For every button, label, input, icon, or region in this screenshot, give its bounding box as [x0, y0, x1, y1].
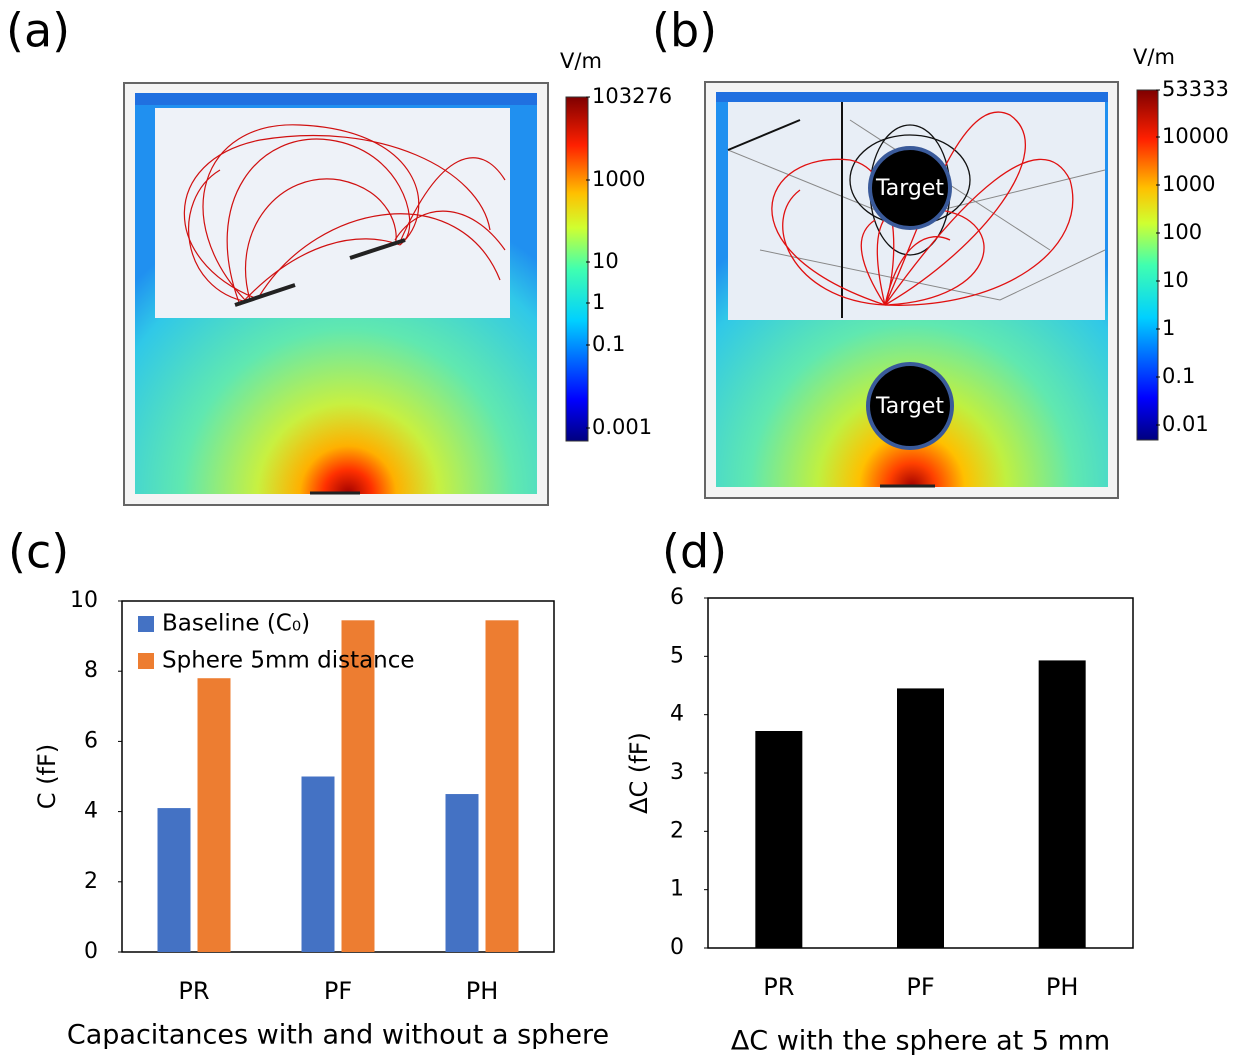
x-tick-label: PR: [763, 973, 794, 1001]
simulation-b: [705, 82, 1118, 498]
y-tick-label: 4: [84, 799, 98, 824]
colorbar-tick-label: 100: [1162, 220, 1202, 244]
legend-swatch: [138, 616, 154, 632]
x-axis-title: ΔC with the sphere at 5 mm: [731, 1026, 1110, 1057]
y-tick-label: 2: [84, 869, 98, 894]
bar: [302, 777, 335, 953]
x-axis-title: Capacitances with and without a sphere: [67, 1020, 609, 1051]
colorbar-tick-label: 0.1: [1162, 364, 1195, 388]
y-tick-label: 4: [670, 702, 684, 727]
colorbar-tick-label: 53333: [1162, 77, 1229, 101]
colorbar-tick-label: 1000: [1162, 172, 1215, 196]
figure: (a) V/m 10327610001010.10.001 (b): [0, 0, 1241, 1059]
y-tick-label: 8: [84, 658, 98, 683]
colorbar-unit: V/m: [1133, 45, 1175, 69]
y-tick-label: 1: [670, 877, 684, 902]
colorbar-tick-label: 1000: [592, 167, 645, 191]
colorbar: [1137, 90, 1158, 440]
y-axis-title: C (fF): [33, 744, 61, 809]
colorbar-tick-label: 0.001: [592, 415, 652, 439]
panel-label: (a): [6, 4, 70, 58]
panel-label: (c): [8, 525, 69, 579]
legend-swatch: [138, 653, 154, 669]
panel-label: (b): [652, 4, 717, 58]
target-label: Target: [875, 394, 944, 419]
x-tick-label: PF: [906, 973, 934, 1001]
bar: [1039, 660, 1086, 948]
bar: [486, 620, 519, 952]
colorbar-tick-label: 0.01: [1162, 412, 1209, 436]
colorbar-tick-label: 10: [1162, 268, 1189, 292]
y-tick-label: 6: [84, 728, 98, 753]
bar: [755, 731, 802, 948]
bar: [897, 688, 944, 948]
colorbar-tick-label: 1: [1162, 316, 1175, 340]
colorbar-tick-label: 103276: [592, 84, 672, 108]
y-tick-label: 0: [670, 935, 684, 960]
panel-label: (d): [662, 525, 727, 579]
y-tick-label: 5: [670, 643, 684, 668]
colorbar-tick-label: 0.1: [592, 332, 625, 356]
x-tick-label: PF: [324, 977, 352, 1005]
bar: [198, 678, 231, 952]
colorbar-ticks: 103276 1000 10 1 0.1 0.001: [586, 84, 672, 439]
x-tick-label: PH: [466, 977, 499, 1005]
colorbar-unit: V/m: [560, 49, 602, 73]
colorbar-tick-label: 10: [592, 249, 619, 273]
colorbar-tick-label: 10000: [1162, 124, 1229, 148]
colorbar: [566, 97, 588, 441]
colorbar-ticks: 53333 10000 1000 100 10 1 0.1 0.01: [1156, 77, 1229, 436]
y-tick-label: 10: [70, 588, 98, 613]
bar: [446, 794, 479, 952]
y-tick-label: 2: [670, 818, 684, 843]
colorbar-tick-label: 1: [592, 290, 605, 314]
legend-label: Sphere 5mm distance: [162, 648, 415, 674]
simulation-a: [124, 83, 548, 505]
y-tick-label: 6: [670, 585, 684, 610]
legend-label: Baseline (C₀): [162, 611, 310, 637]
y-tick-label: 0: [84, 939, 98, 964]
target-label: Target: [875, 176, 944, 201]
x-tick-label: PH: [1046, 973, 1079, 1001]
bar: [158, 808, 191, 952]
y-axis-title: ΔC (fF): [625, 732, 653, 814]
x-tick-label: PR: [178, 977, 209, 1005]
y-tick-label: 3: [670, 760, 684, 785]
